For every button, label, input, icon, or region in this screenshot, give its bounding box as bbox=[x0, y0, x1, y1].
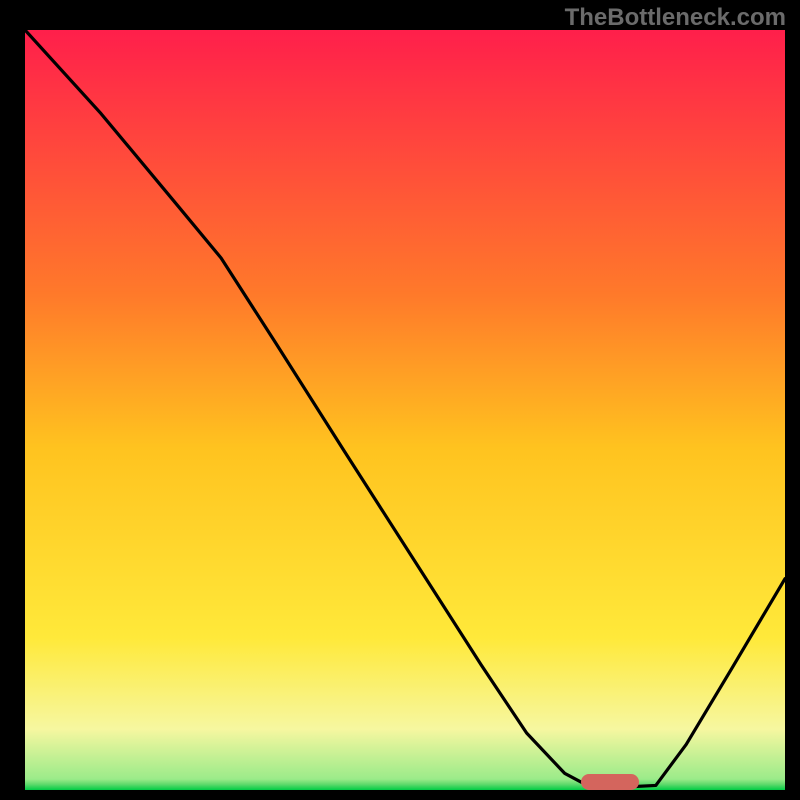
chart-frame: TheBottleneck.com bbox=[0, 0, 800, 800]
optimal-marker bbox=[581, 774, 639, 790]
plot-area bbox=[25, 30, 785, 790]
watermark-text: TheBottleneck.com bbox=[565, 4, 786, 32]
bottleneck-curve bbox=[25, 30, 785, 790]
